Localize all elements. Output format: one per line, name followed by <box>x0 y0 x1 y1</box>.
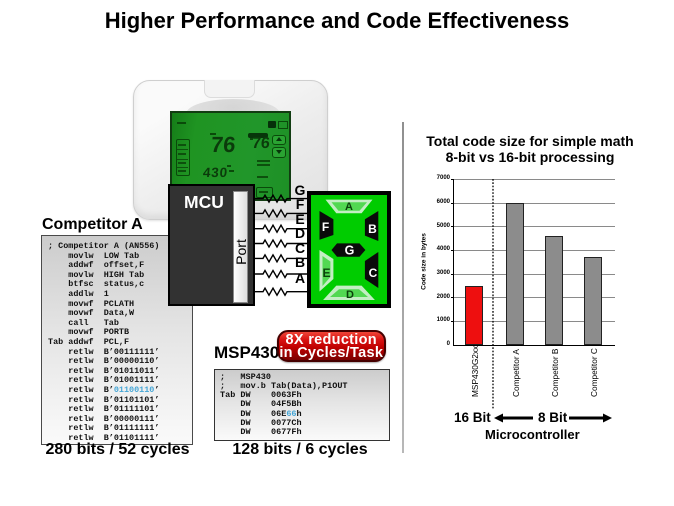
svg-text:B: B <box>368 222 377 236</box>
svg-text:D: D <box>346 289 354 301</box>
svg-text:E: E <box>322 266 330 280</box>
svg-text:A: A <box>345 201 353 213</box>
svg-text:C: C <box>369 266 378 280</box>
svg-text:F: F <box>322 220 329 234</box>
svg-text:G: G <box>345 244 355 258</box>
